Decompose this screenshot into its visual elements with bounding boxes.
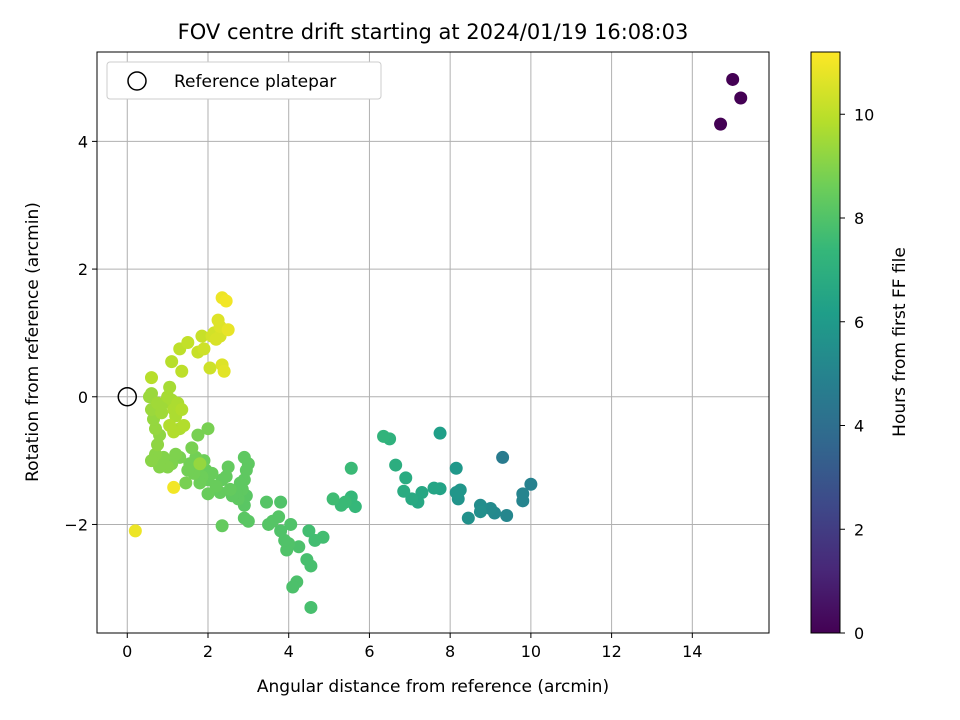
scatter-point: [274, 495, 288, 509]
scatter-point: [427, 481, 441, 495]
scatter-point: [284, 517, 298, 531]
scatter-point: [714, 117, 728, 131]
scatter-point: [191, 428, 205, 442]
scatter-point: [175, 364, 189, 378]
scatter-point: [201, 487, 215, 501]
y-tick-label: 4: [78, 132, 88, 151]
x-tick-label: 12: [601, 642, 621, 661]
scatter-point: [500, 509, 514, 523]
scatter-point: [726, 72, 740, 86]
scatter-point: [304, 600, 318, 614]
scatter-point: [144, 371, 158, 385]
x-ticks: 0 2 4 6 8 10 12 14: [122, 633, 702, 661]
scatter-point: [286, 580, 300, 594]
scatter-point: [193, 476, 207, 490]
scatter-point: [144, 387, 158, 401]
scatter-point: [239, 463, 253, 477]
colorbar-tick-label: 2: [854, 520, 864, 539]
colorbar-ticks: 0 2 4 6 8 10: [840, 105, 874, 643]
scatter-points: [128, 72, 748, 614]
scatter-point: [223, 482, 237, 496]
scatter-point: [175, 403, 189, 417]
scatter-point: [524, 477, 538, 491]
scatter-point: [167, 480, 181, 494]
scatter-point: [177, 419, 191, 432]
grid-lines: [97, 52, 769, 633]
scatter-point: [300, 553, 314, 567]
x-axis-label: Angular distance from reference (arcmin): [257, 677, 609, 697]
colorbar-tick-label: 6: [854, 313, 864, 332]
colorbar-tick-label: 0: [854, 624, 864, 643]
y-ticks: −2 0 2 4: [64, 132, 97, 534]
scatter-point: [344, 461, 358, 475]
reference-platepar-marker: [117, 387, 138, 407]
legend-marker-icon: [127, 71, 147, 91]
colorbar-tick-label: 8: [854, 209, 864, 228]
legend-label-reference-platepar: Reference platepar: [174, 72, 336, 92]
scatter-point: [181, 336, 195, 349]
scatter-point: [165, 355, 179, 369]
scatter-point: [308, 533, 322, 547]
scatter-point: [496, 450, 510, 464]
scatter-point: [185, 441, 199, 455]
scatter-point: [484, 502, 498, 515]
colorbar-label: Hours from first FF file: [890, 247, 910, 437]
scatter-point: [326, 492, 340, 506]
scatter-point: [219, 294, 233, 308]
scatter-point: [260, 495, 274, 509]
legend: Reference platepar: [106, 61, 382, 100]
chart-title: FOV centre drift starting at 2024/01/19 …: [178, 20, 689, 44]
scatter-point: [734, 91, 748, 105]
x-tick-label: 0: [122, 642, 132, 661]
scatter-point: [193, 457, 207, 471]
scatter-point: [144, 454, 158, 468]
scatter-point: [377, 429, 391, 443]
scatter-point: [262, 517, 276, 531]
x-tick-label: 2: [203, 642, 213, 661]
y-tick-label: 2: [78, 260, 88, 279]
scatter-point: [195, 329, 209, 343]
x-tick-label: 6: [364, 642, 374, 661]
scatter-point: [197, 342, 211, 356]
scatter-point: [516, 494, 530, 508]
scatter-point: [237, 511, 251, 525]
scatter-point: [302, 524, 316, 538]
x-tick-label: 8: [445, 642, 455, 661]
scatter-point: [389, 458, 403, 472]
scatter-point: [274, 524, 288, 538]
scatter-point: [399, 471, 413, 485]
scatter-point: [449, 461, 463, 475]
x-tick-label: 14: [682, 642, 702, 661]
scatter-point: [163, 380, 177, 394]
scatter-point: [461, 511, 475, 525]
plot-frame: [96, 51, 770, 634]
y-axis-label: Rotation from reference (arcmin): [23, 202, 43, 482]
scatter-point: [217, 364, 231, 378]
scatter-point: [203, 361, 217, 375]
scatter-point: [433, 426, 447, 440]
legend-box: [106, 61, 382, 100]
scatter-point: [181, 463, 195, 477]
scatter-point: [221, 460, 235, 474]
y-tick-label: −2: [64, 515, 88, 534]
scatter-point: [128, 524, 142, 538]
scatter-point: [292, 540, 306, 554]
scatter-point: [201, 422, 215, 436]
scatter-point: [405, 492, 419, 506]
colorbar: [810, 51, 841, 634]
scatter-point: [449, 486, 463, 500]
scatter-point: [397, 484, 411, 498]
x-tick-label: 10: [521, 642, 541, 661]
colorbar-tick-label: 10: [854, 105, 874, 124]
colorbar-tick-label: 4: [854, 417, 864, 436]
scatter-point: [221, 323, 235, 337]
scatter-point: [211, 313, 225, 327]
x-tick-label: 4: [284, 642, 294, 661]
scatter-point: [179, 476, 193, 490]
scatter-point: [473, 505, 487, 519]
scatter-point: [215, 519, 229, 533]
scatter-point: [163, 419, 177, 432]
y-tick-label: 0: [78, 388, 88, 407]
